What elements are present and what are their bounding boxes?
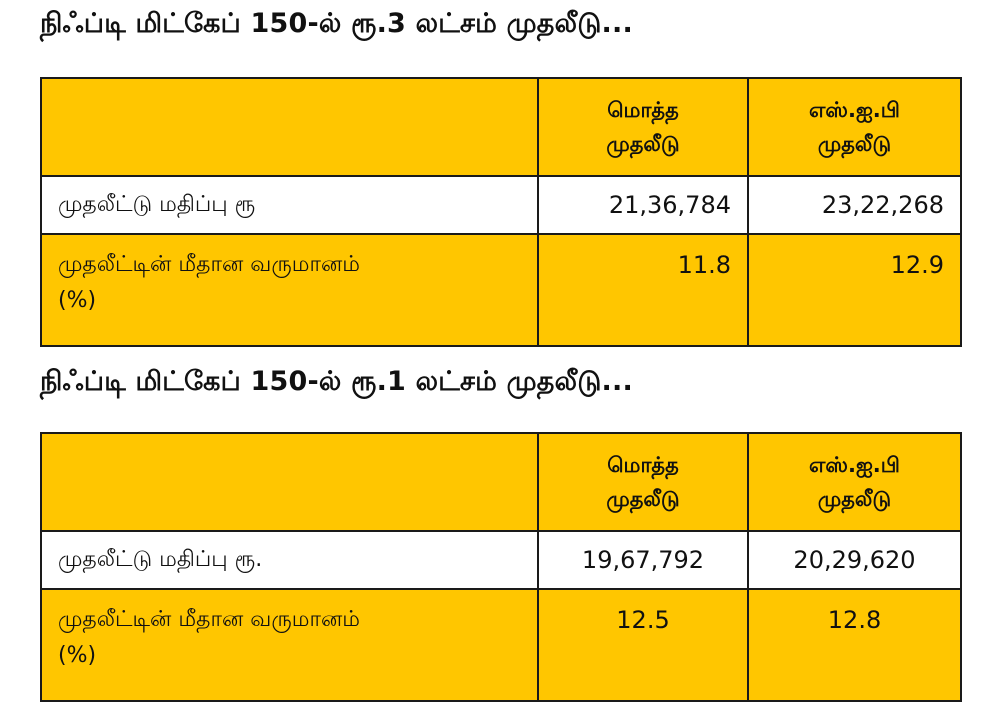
empty-header-cell — [40, 432, 539, 532]
header-line: முதலீடு — [606, 487, 680, 511]
sip-value: 23,22,268 — [747, 175, 962, 235]
lump-sum-return: 12.5 — [537, 588, 749, 702]
table-1-heading: நிஃப்டி மிட்கேப் 150-ல் ரூ.3 லட்சம் முதல… — [40, 8, 633, 39]
sip-return: 12.8 — [747, 588, 962, 702]
return-label: முதலீட்டின் மீதான வருமானம் (%) — [40, 233, 539, 347]
return-label: முதலீட்டின் மீதான வருமானம் (%) — [40, 588, 539, 702]
sip-column-header: எஸ்.ஐ.பி முதலீடு — [747, 77, 962, 177]
sip-column-header: எஸ்.ஐ.பி முதலீடு — [747, 432, 962, 532]
header-line: முதலீடு — [606, 132, 680, 156]
investment-value-row: முதலீட்டு மதிப்பு ரூ. 19,67,792 20,29,62… — [40, 530, 962, 590]
sip-value: 20,29,620 — [747, 530, 962, 590]
sip-return: 12.9 — [747, 233, 962, 347]
investment-value-row: முதலீட்டு மதிப்பு ரூ 21,36,784 23,22,268 — [40, 175, 962, 235]
header-line: எஸ்.ஐ.பி — [809, 453, 900, 477]
lump-sum-column-header: மொத்த முதலீடு — [537, 432, 749, 532]
investment-table-3-lakh: மொத்த முதலீடு எஸ்.ஐ.பி முதலீடு முதலீட்டு… — [40, 77, 962, 347]
lump-sum-value: 19,67,792 — [537, 530, 749, 590]
lump-sum-column-header: மொத்த முதலீடு — [537, 77, 749, 177]
return-label-unit: (%) — [58, 288, 97, 313]
header-line: முதலீடு — [817, 132, 892, 156]
return-row: முதலீட்டின் மீதான வருமானம் (%) 11.8 12.9 — [40, 233, 962, 347]
header-line: முதலீடு — [817, 487, 892, 511]
table-header-row: மொத்த முதலீடு எஸ்.ஐ.பி முதலீடு — [40, 432, 962, 532]
return-row: முதலீட்டின் மீதான வருமானம் (%) 12.5 12.8 — [40, 588, 962, 702]
return-label-line: முதலீட்டின் மீதான வருமானம் — [58, 252, 360, 277]
investment-value-label: முதலீட்டு மதிப்பு ரூ — [40, 175, 539, 235]
header-line: மொத்த — [607, 453, 679, 477]
investment-table-1-lakh: மொத்த முதலீடு எஸ்.ஐ.பி முதலீடு முதலீட்டு… — [40, 432, 962, 702]
lump-sum-value: 21,36,784 — [537, 175, 749, 235]
lump-sum-return: 11.8 — [537, 233, 749, 347]
investment-value-label: முதலீட்டு மதிப்பு ரூ. — [40, 530, 539, 590]
header-line: எஸ்.ஐ.பி — [809, 98, 900, 122]
table-header-row: மொத்த முதலீடு எஸ்.ஐ.பி முதலீடு — [40, 77, 962, 177]
empty-header-cell — [40, 77, 539, 177]
return-label-line: முதலீட்டின் மீதான வருமானம் — [58, 607, 360, 632]
header-line: மொத்த — [607, 98, 679, 122]
return-label-unit: (%) — [58, 643, 97, 668]
table-2-heading: நிஃப்டி மிட்கேப் 150-ல் ரூ.1 லட்சம் முதல… — [40, 366, 633, 397]
